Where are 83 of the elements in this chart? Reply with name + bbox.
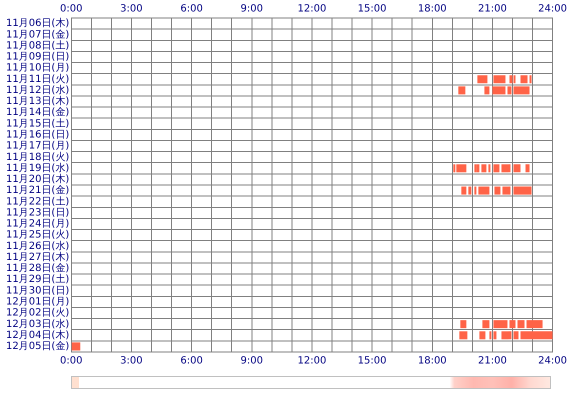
x-tick-label: 6:00 [180,4,203,15]
y-tick-label: 11月26日(水) [6,240,70,252]
bar [520,75,528,84]
bar [492,86,506,94]
bar [526,164,530,172]
bar [493,75,506,84]
bar [456,164,466,172]
bar [513,331,518,340]
y-tick-label: 12月03日(水) [6,318,70,330]
x-tick-label: 9:00 [240,4,263,15]
x-tick-label: 24:00 [538,4,568,15]
bar [484,86,490,94]
y-tick-label: 11月25日(火) [6,228,70,241]
y-tick-label: 11月10日(月) [6,62,70,74]
bar [517,320,525,328]
y-tick-label: 11月15日(土) [6,117,70,130]
bar [526,320,543,328]
bar [477,75,488,84]
x2-tick-label: 21:00 [478,356,507,367]
bar [509,320,516,328]
y-tick-label: 12月05日(金) [6,340,70,352]
x2-tick-label: 6:00 [180,356,203,367]
y-tick-label: 11月27日(木) [6,250,70,263]
bar [479,331,486,340]
x2-tick-label: 0:00 [60,356,82,367]
y-tick-label: 11月14日(金) [6,106,70,118]
y-tick-label: 12月01日(月) [6,296,70,308]
y-tick-label: 11月09日(日) [6,52,70,63]
x2-tick-label: 12:00 [298,356,326,367]
x2-tick-label: 24:00 [538,356,568,367]
x-tick-label: 21:00 [478,4,507,15]
bar [509,75,512,84]
y-tick-label: 11月24日(月) [6,218,70,230]
y-tick-label: 11月29日(土) [6,273,70,286]
x-tick-label: 0:00 [60,4,82,15]
bar [520,331,553,340]
y-tick-label: 12月02日(火) [6,306,70,319]
bar [501,164,510,172]
y-tick-label: 11月23日(日) [6,207,70,218]
x2-tick-label: 15:00 [358,356,387,367]
y-tick-label: 11月11日(火) [6,72,70,85]
y-tick-label: 11月07日(金) [6,28,70,40]
y-tick-label: 11月30日(日) [6,285,70,296]
bar [493,320,508,328]
x2-tick-label: 18:00 [418,356,447,367]
bar [460,320,466,328]
y-tick-label: 11月12日(水) [6,84,70,96]
x2-tick-label: 3:00 [120,356,143,367]
bar [468,186,472,195]
bar [507,86,512,94]
bar [513,86,530,94]
bar [482,320,490,328]
bar [458,86,466,94]
bar [501,331,512,340]
x-tick-label: 3:00 [120,4,143,15]
y-tick-label: 11月19日(水) [6,162,70,174]
bar [493,331,496,340]
y-tick-label: 11月17日(月) [6,140,70,152]
bar [493,164,500,172]
bar [513,164,520,172]
y-tick-label: 11月06日(木) [6,17,70,30]
y-tick-label: 11月20日(木) [6,173,70,186]
y-tick-label: 11月28日(金) [6,262,70,274]
y-tick-label: 12月04日(木) [6,328,70,341]
y-tick-label: 11月16日(日) [6,129,70,140]
y-tick-label: 11月22日(土) [6,195,70,208]
y-tick-label: 11月13日(木) [6,95,70,108]
bar [502,186,510,195]
bar [461,186,466,195]
bar [494,186,500,195]
x-tick-label: 12:00 [298,4,326,15]
bar [481,164,486,172]
x-tick-label: 18:00 [418,4,447,15]
x-tick-label: 15:00 [358,4,387,15]
bar [476,164,480,172]
y-tick-label: 11月08日(土) [6,39,70,52]
x2-tick-label: 9:00 [240,356,263,367]
bar [478,186,490,195]
bar [459,331,468,340]
y-tick-label: 11月18日(火) [6,150,70,163]
bar [72,342,80,350]
y-tick-label: 11月21日(金) [6,184,70,196]
bar [513,186,532,195]
